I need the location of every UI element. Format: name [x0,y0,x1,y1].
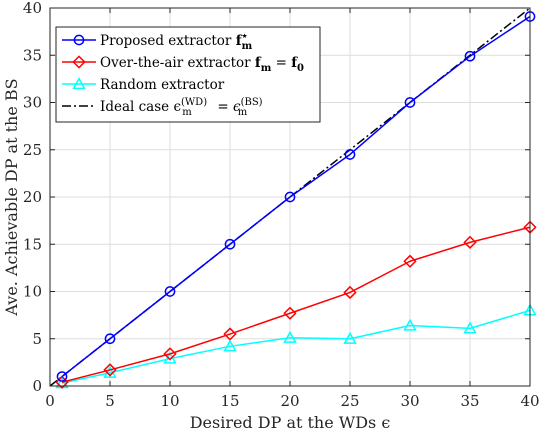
data-point-1-6 [403,254,417,268]
data-point-1-7 [463,235,477,250]
data-point-0-4 [284,191,296,203]
data-point-0-5 [344,149,356,160]
legend-label-0: Proposed extractor f⋆ m [100,31,253,52]
x-tick-label: 20 [280,392,299,410]
x-tick-label: 35 [460,392,479,410]
y-tick-label: 35 [23,46,42,64]
y-tick-label: 5 [32,330,42,348]
legend-marker-0 [73,34,85,46]
data-point-1-4 [283,306,297,320]
legend-item-1: Over-the-air extractor fm = f0 [62,55,304,74]
data-point-0-7 [464,50,476,62]
x-tick-label: 15 [220,392,239,410]
data-point-2-4 [283,330,297,343]
legend-label-2: Random extractor [100,77,225,93]
series-line-0 [61,15,531,378]
series-line-1 [61,226,531,383]
data-point-2-5 [343,331,357,344]
legend-label-1: Over-the-air extractor fm = f0 [100,55,304,74]
y-tick-label: 30 [23,94,42,112]
data-point-2-7 [463,321,477,334]
data-point-1-1 [103,363,117,377]
data-point-0-2 [164,286,176,297]
series-1 [55,220,537,389]
y-tick-label: 10 [23,283,42,301]
data-point-1-2 [163,347,177,361]
legend: Proposed extractor f⋆ m Over-the-air extra… [55,26,321,123]
data-point-0-3 [224,238,236,250]
x-axis-label: Desired DP at the WDs ϵ [190,413,391,432]
data-point-0-6 [404,97,416,108]
data-point-0-0 [56,371,68,382]
data-point-2-6 [403,318,417,331]
x-tick-label: 40 [520,392,539,410]
x-tick-label: 5 [105,392,115,410]
data-point-1-5 [343,285,357,300]
legend-marker-2 [72,77,86,90]
x-tick-label: 10 [160,392,179,410]
legend-item-3: Ideal case ϵ(WD) m = ϵ(BS) m [62,97,263,119]
y-tick-label: 0 [32,377,42,395]
y-tick-label: 20 [23,188,42,206]
y-tick-label: 15 [23,235,42,253]
x-tick-label: 30 [400,392,419,410]
series-layer [49,7,537,389]
data-point-1-3 [223,327,237,341]
x-tick-label: 25 [340,392,359,410]
data-point-0-1 [104,333,116,345]
series-line-2 [61,309,531,384]
x-tick-label: 0 [45,392,55,410]
y-tick-label: 40 [23,0,42,17]
legend-label-3: Ideal case ϵ(WD) m = ϵ(BS) m [100,97,263,119]
legend-box [55,26,321,123]
ticks: 0 5 10 15 20 25 30 35 40 0 5 10 15 20 25 30 35 40 [23,0,540,410]
data-point-2-3 [223,339,237,352]
legend-item-0: Proposed extractor f⋆ m [62,31,253,52]
y-axis-label: Ave. Achievable DP at the BS [2,78,21,316]
data-point-2-2 [163,351,177,364]
legend-marker-1 [72,55,86,69]
legend-item-2: Random extractor [62,77,225,93]
y-tick-label: 25 [23,141,42,159]
series-0 [56,11,536,382]
